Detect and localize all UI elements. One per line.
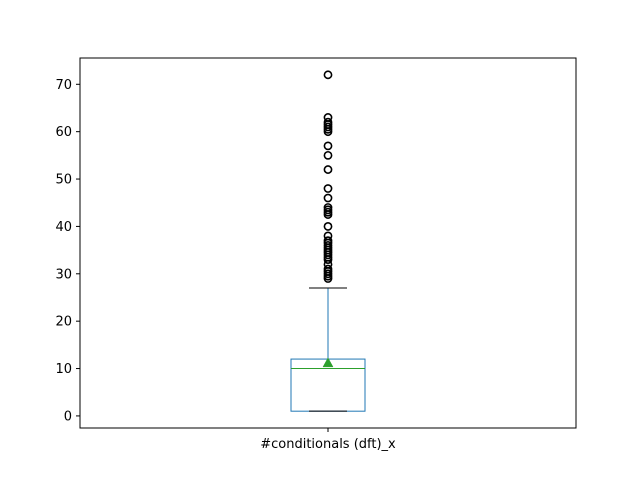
outlier-point	[323, 231, 333, 241]
outlier-point	[323, 264, 333, 274]
box-group	[290, 287, 366, 412]
outlier-point	[323, 141, 333, 151]
x-tick-label: #conditionals (dft)_x	[260, 437, 396, 452]
mean-marker	[322, 357, 334, 368]
y-tick-label: 20	[55, 315, 72, 330]
y-tick-label: 60	[55, 125, 72, 140]
outlier-point	[323, 203, 333, 212]
y-axis: 0 10 20 30 40 50 60 70	[55, 78, 80, 424]
outlier-point	[323, 193, 333, 203]
outlier-point	[323, 117, 333, 127]
y-tick-label: 0	[64, 409, 72, 424]
outlier-group	[323, 70, 333, 283]
y-tick-label: 70	[55, 78, 72, 93]
y-tick-label: 50	[55, 173, 72, 188]
outlier-point	[323, 150, 333, 160]
plot-frame	[79, 57, 577, 429]
outlier-point	[323, 113, 333, 122]
y-tick-label: 40	[55, 220, 72, 235]
outlier-point	[323, 236, 333, 246]
outlier-point	[323, 222, 333, 231]
outlier-point	[323, 70, 333, 80]
outlier-point	[323, 165, 333, 174]
y-tick-label: 10	[55, 362, 72, 377]
x-axis: #conditionals (dft)_x	[260, 428, 396, 452]
outlier-point	[323, 184, 333, 193]
y-tick-label: 30	[55, 267, 72, 282]
